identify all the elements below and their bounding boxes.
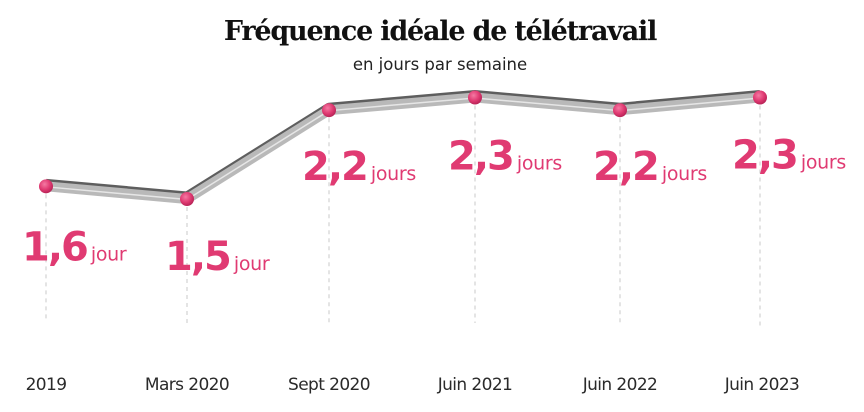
chart-title: Fréquence idéale de télétravail [224, 16, 657, 47]
x-tick-label: Juin 2023 [724, 375, 800, 395]
x-tick-label: Sept 2020 [288, 375, 370, 395]
data-point [322, 103, 336, 118]
x-tick-label: Juin 2022 [582, 375, 658, 395]
x-tick-label: Mars 2020 [145, 375, 229, 395]
x-axis-ticks: 2019 Mars 2020 Sept 2020 Juin 2021 Juin 2022… [26, 375, 800, 395]
data-label-unit: jours [516, 153, 562, 175]
data-label: 2,2 jours [593, 144, 707, 190]
data-point [39, 179, 53, 194]
data-point [468, 90, 482, 105]
data-point [613, 103, 627, 118]
data-label-value: 2,2 [302, 144, 367, 190]
data-label-unit: jours [800, 152, 846, 174]
guide-lines [45, 105, 761, 326]
data-label: 1,5 jour [165, 234, 270, 280]
data-label: 2,3 jours [448, 134, 562, 180]
data-label-unit: jours [370, 163, 416, 185]
data-label-unit: jour [90, 243, 127, 265]
data-point [180, 192, 194, 206]
x-tick-label: Juin 2021 [437, 375, 513, 395]
line-highlight [45, 97, 761, 201]
data-label: 2,3 jours [732, 133, 846, 179]
chart-subtitle: en jours par semaine [353, 55, 527, 74]
data-label-value: 2,3 [732, 133, 797, 179]
data-point [753, 90, 767, 105]
data-label-value: 2,2 [593, 144, 658, 190]
data-label-value: 2,3 [448, 134, 513, 180]
data-label: 1,6 jour [22, 224, 127, 270]
data-label-unit: jour [233, 253, 270, 275]
x-tick-label: 2019 [26, 375, 67, 395]
data-label-value: 1,5 [165, 234, 230, 280]
data-markers [39, 90, 767, 206]
data-label: 2,2 jours [302, 144, 416, 190]
data-label-unit: jours [661, 163, 707, 185]
series-line [45, 90, 761, 204]
data-label-value: 1,6 [22, 224, 87, 270]
